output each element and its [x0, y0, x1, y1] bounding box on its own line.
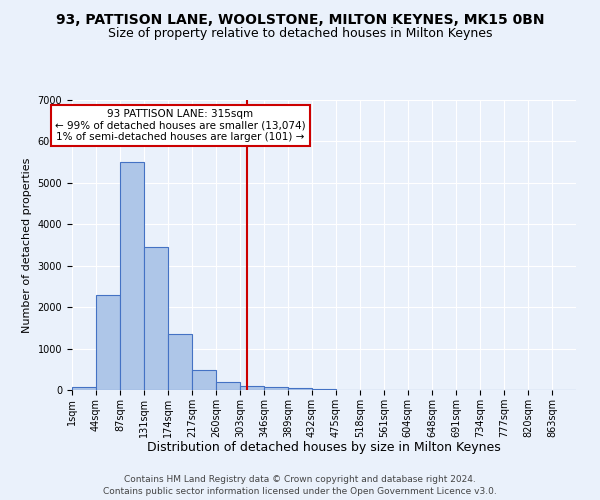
Bar [264, 387, 288, 390]
Bar [72, 387, 96, 390]
X-axis label: Distribution of detached houses by size in Milton Keynes: Distribution of detached houses by size … [147, 442, 501, 454]
Text: 93, PATTISON LANE, WOOLSTONE, MILTON KEYNES, MK15 0BN: 93, PATTISON LANE, WOOLSTONE, MILTON KEY… [56, 12, 544, 26]
Text: Size of property relative to detached houses in Milton Keynes: Size of property relative to detached ho… [108, 28, 492, 40]
Bar [169, 334, 192, 390]
Bar [288, 388, 312, 390]
Y-axis label: Number of detached properties: Number of detached properties [22, 158, 32, 332]
Bar [96, 294, 120, 390]
Bar [120, 162, 145, 390]
Bar [312, 389, 336, 390]
Bar [192, 370, 216, 390]
Text: 93 PATTISON LANE: 315sqm
← 99% of detached houses are smaller (13,074)
1% of sem: 93 PATTISON LANE: 315sqm ← 99% of detach… [55, 108, 305, 142]
Bar [216, 382, 240, 390]
Text: Contains HM Land Registry data © Crown copyright and database right 2024.
Contai: Contains HM Land Registry data © Crown c… [103, 474, 497, 496]
Bar [240, 386, 264, 390]
Bar [145, 247, 169, 390]
